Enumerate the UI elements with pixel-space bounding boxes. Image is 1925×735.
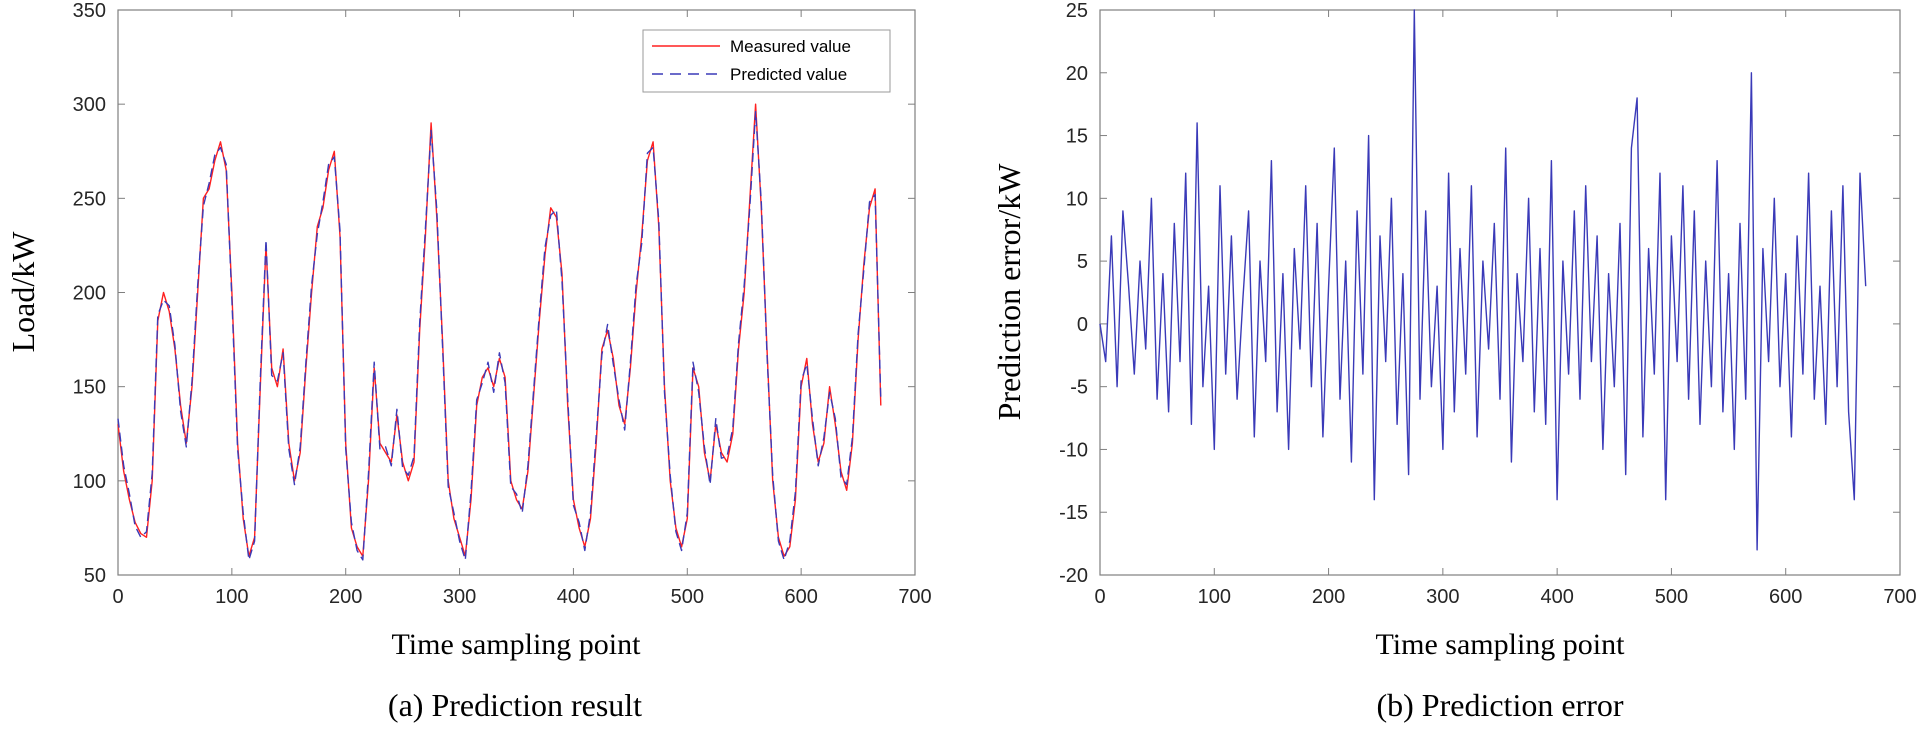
x-tick-label: 100	[215, 586, 248, 608]
y-tick-b-1: -15	[1059, 502, 1900, 524]
y-tick-b-5: 5	[1077, 251, 1900, 273]
panel-b: 0 100 200 300 400 500 600 700 -20 -15 -10 -5 0 5 10 15 2…	[991, 0, 1917, 723]
y-tick-b-3: -5	[1070, 377, 1900, 399]
y-tick-b-6: 10	[1066, 188, 1900, 210]
y-axis-label-a: Load/kW	[5, 231, 41, 353]
y-tick-label: 300	[73, 94, 106, 116]
y-tick-b-8: 20	[1066, 63, 1900, 85]
y-tick-b-4: 0	[1077, 314, 1900, 336]
y-tick-a-4: 250	[73, 188, 915, 210]
x-tick-label: 300	[1426, 586, 1459, 608]
x-tick-label: 200	[329, 586, 362, 608]
y-tick-label: -5	[1070, 377, 1088, 399]
x-tick-label: 700	[1883, 586, 1916, 608]
x-tick-b-1: 100	[1198, 10, 1231, 608]
panel-a: 0 100 200 300 400 500 600 700 50 100 150 200 250 300 3…	[5, 0, 932, 723]
y-tick-a-3: 200	[73, 283, 915, 305]
x-tick-a-2: 200	[329, 10, 362, 608]
y-axis-label-b: Prediction error/kW	[991, 163, 1027, 421]
y-tick-label: 50	[84, 565, 106, 587]
x-tick-label: 600	[1769, 586, 1802, 608]
x-tick-label: 300	[443, 586, 476, 608]
y-tick-label: 350	[73, 0, 106, 22]
x-axis-label-b: Time sampling point	[1376, 628, 1626, 661]
plot-area-b	[1099, 9, 1901, 576]
series-line-measured-value	[117, 103, 882, 557]
x-tick-a-3: 300	[443, 10, 476, 608]
caption-b: (b) Prediction error	[1376, 687, 1623, 723]
x-tick-a-0: 0	[112, 10, 124, 608]
y-tick-a-5: 300	[73, 94, 915, 116]
series-line-predicted-value	[117, 110, 882, 561]
x-tick-label: 400	[557, 586, 590, 608]
axes-a: 0 100 200 300 400 500 600 700 50 100 150 200 250 300 3…	[73, 0, 932, 608]
x-tick-b-2: 200	[1312, 10, 1345, 608]
y-tick-label: 5	[1077, 251, 1088, 273]
x-tick-label: 0	[112, 586, 123, 608]
y-tick-b-0: -20	[1059, 565, 1900, 587]
y-tick-a-2: 150	[73, 377, 915, 399]
legend-box	[642, 29, 891, 93]
y-tick-label: 100	[73, 471, 106, 493]
y-tick-a-0: 50	[84, 565, 915, 587]
legend: Measured value Predicted value	[642, 29, 891, 93]
legend-label-predicted: Predicted value	[730, 65, 847, 84]
x-tick-label: 600	[784, 586, 817, 608]
x-tick-a-1: 100	[215, 10, 249, 608]
y-tick-label: 200	[73, 283, 106, 305]
y-tick-a-6: 350	[73, 0, 915, 22]
y-tick-b-9: 25	[1066, 0, 1900, 22]
x-tick-label: 700	[898, 586, 931, 608]
x-tick-a-7: 700	[898, 10, 932, 608]
y-tick-label: -10	[1059, 439, 1088, 461]
x-tick-b-3: 300	[1426, 10, 1460, 608]
x-tick-b-7: 700	[1883, 10, 1917, 608]
x-tick-label: 400	[1540, 586, 1573, 608]
x-tick-label: 500	[671, 586, 704, 608]
y-tick-label: 150	[73, 377, 106, 399]
y-tick-label: 20	[1066, 63, 1088, 85]
legend-label-measured: Measured value	[730, 37, 851, 56]
y-tick-a-1: 100	[73, 471, 915, 493]
x-tick-label: 200	[1312, 586, 1345, 608]
series-line-prediction-error	[1099, 9, 1867, 551]
y-tick-label: -15	[1059, 502, 1088, 524]
x-tick-a-6: 600	[784, 10, 818, 608]
x-tick-b-6: 600	[1769, 10, 1802, 608]
x-tick-label: 0	[1094, 586, 1105, 608]
x-tick-label: 100	[1198, 586, 1231, 608]
x-tick-b-5: 500	[1655, 10, 1688, 608]
y-tick-b-2: -10	[1059, 439, 1900, 461]
x-tick-b-4: 400	[1540, 10, 1574, 608]
x-axis-label-a: Time sampling point	[392, 628, 642, 661]
plot-area-a	[117, 9, 916, 576]
y-tick-label: 15	[1066, 126, 1088, 148]
x-tick-b-0: 0	[1094, 10, 1106, 608]
y-tick-label: 0	[1077, 314, 1088, 336]
x-tick-a-5: 500	[671, 10, 704, 608]
axes-b: 0 100 200 300 400 500 600 700 -20 -15 -10 -5 0 5 10 15 2…	[1059, 0, 1917, 608]
x-tick-a-4: 400	[557, 10, 590, 608]
series-lines-b	[1099, 9, 1867, 551]
y-tick-label: 250	[73, 188, 106, 210]
y-tick-label: 10	[1066, 188, 1088, 210]
y-tick-label: 25	[1066, 0, 1088, 22]
series-lines-a	[117, 103, 882, 561]
x-tick-label: 500	[1655, 586, 1688, 608]
y-tick-label: -20	[1059, 565, 1088, 587]
caption-a: (a) Prediction result	[388, 687, 642, 723]
y-tick-b-7: 15	[1066, 126, 1900, 148]
